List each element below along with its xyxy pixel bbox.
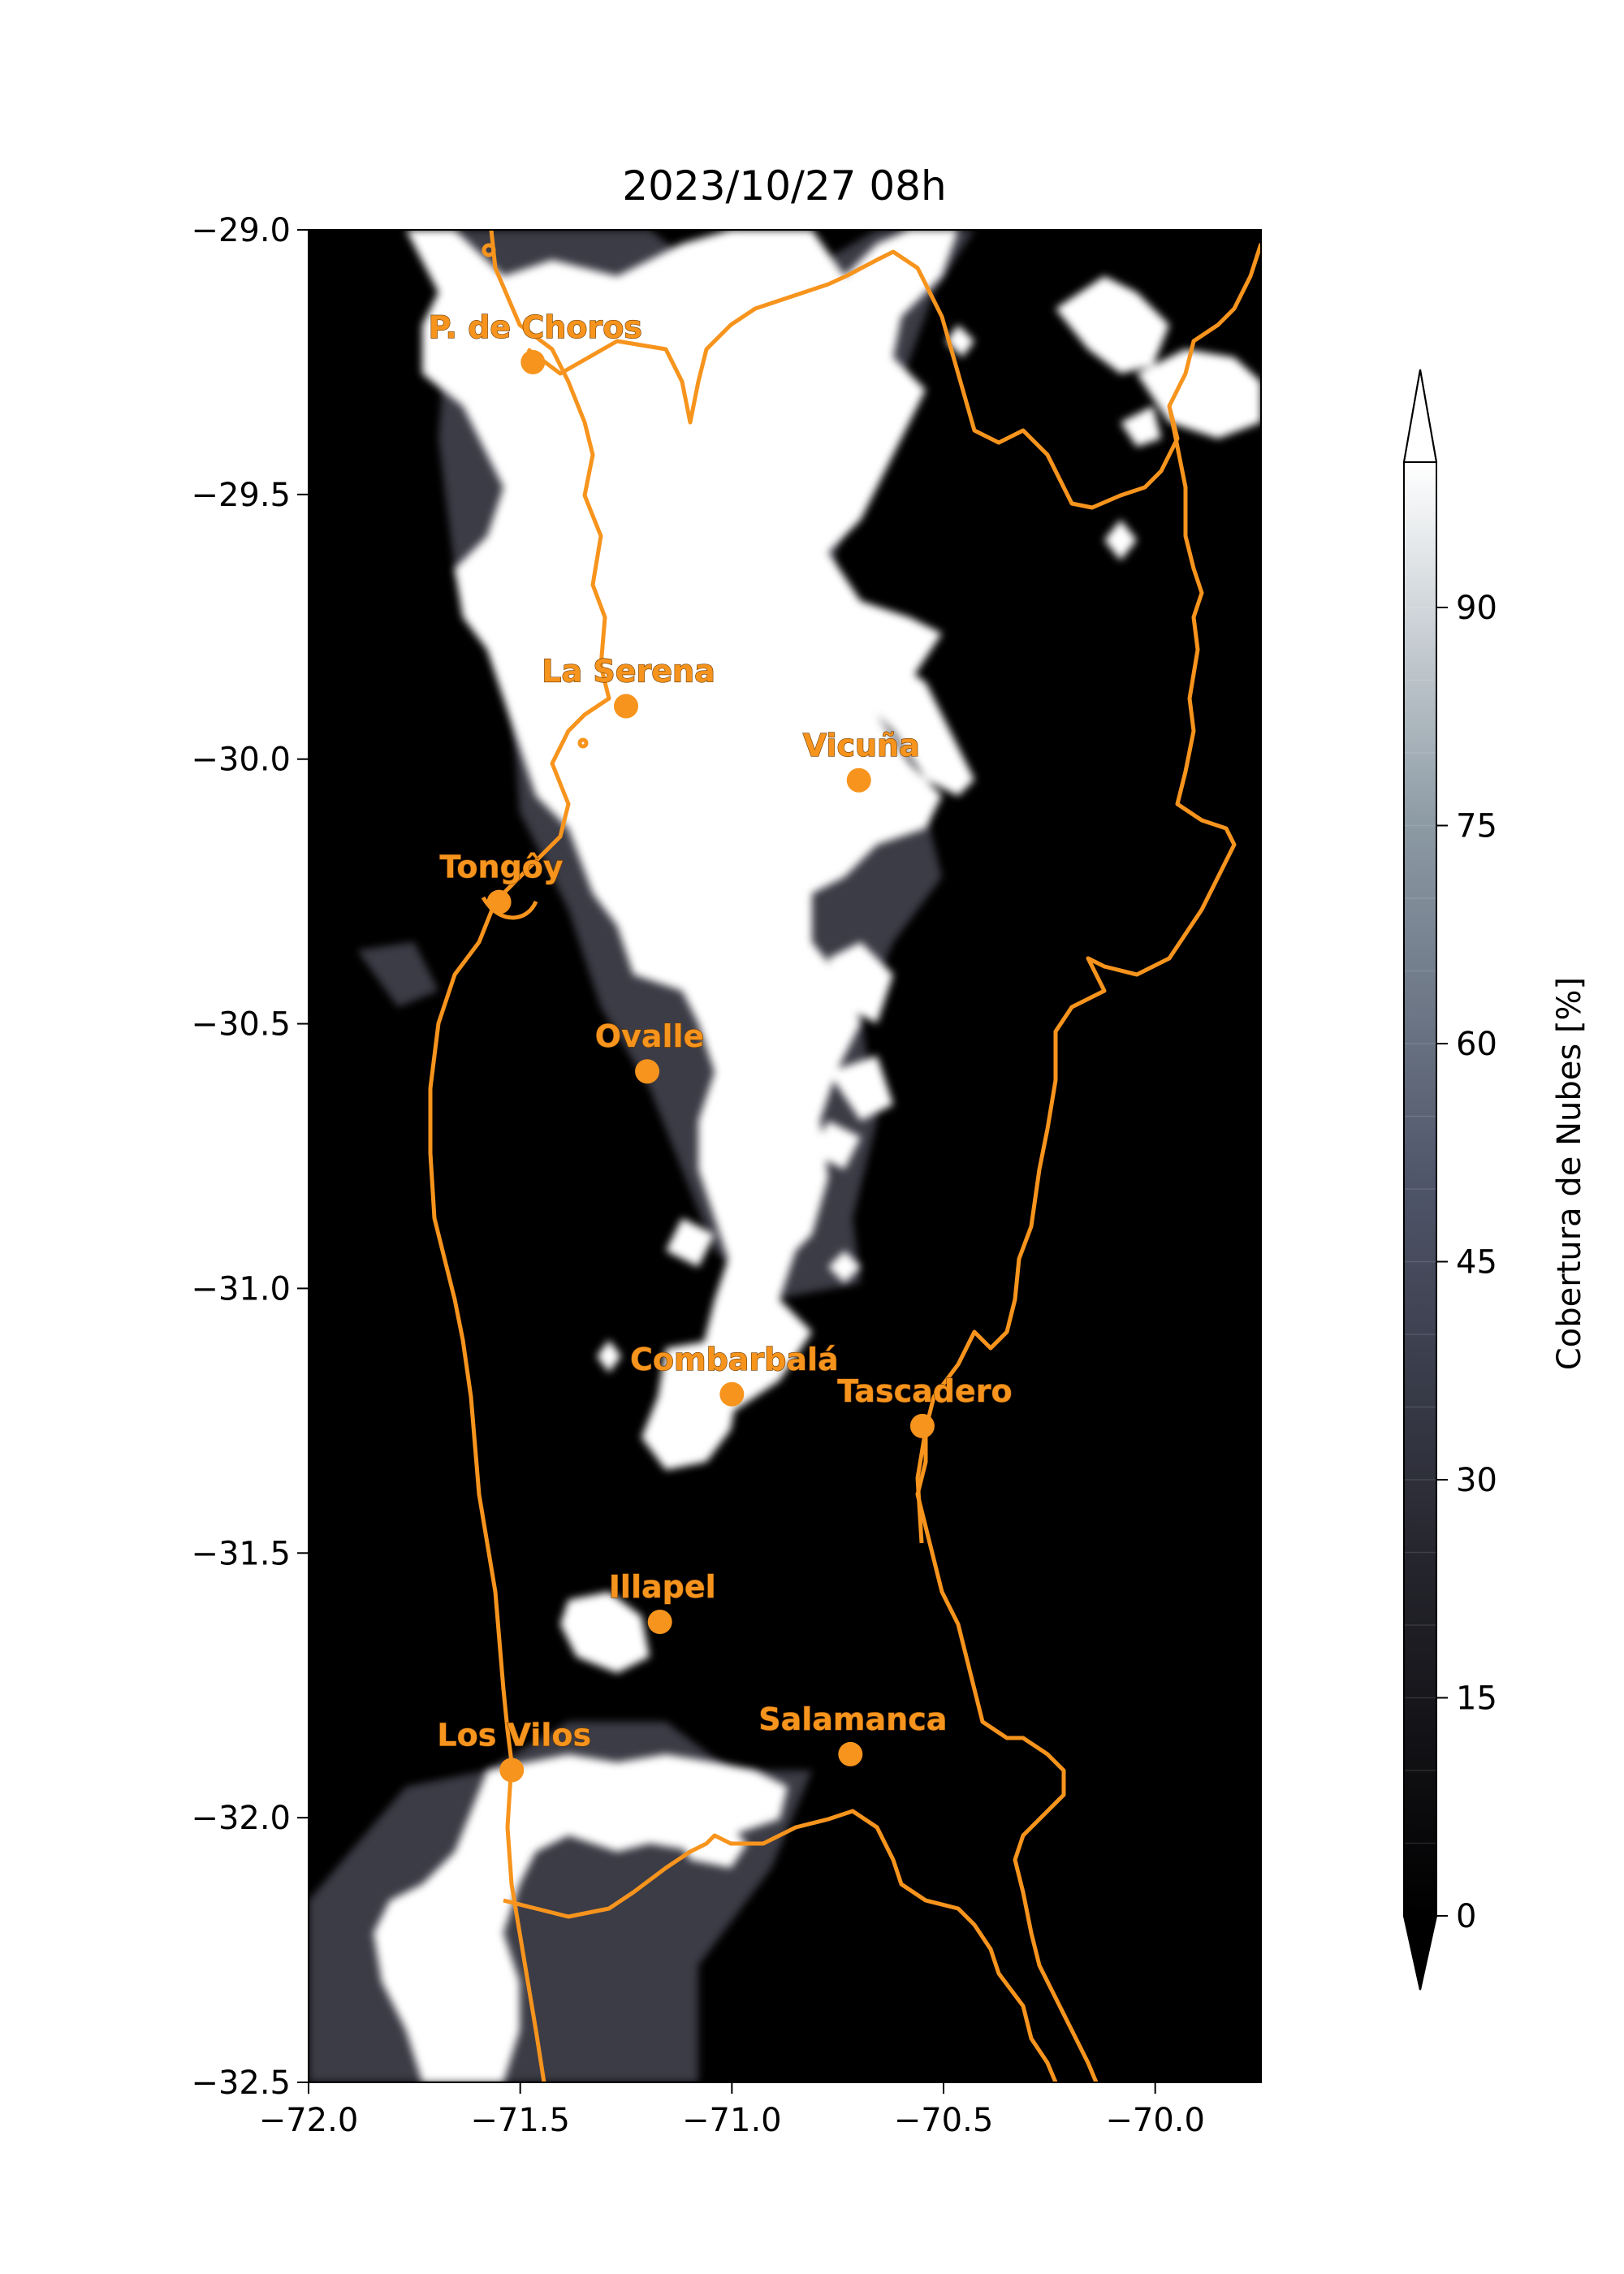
colorbar-tick-label: 75 xyxy=(1456,808,1497,845)
regional-border-tascadero xyxy=(915,1429,928,1544)
colorbar-tick-label: 15 xyxy=(1456,1680,1497,1718)
x-tick-label: −70.5 xyxy=(894,2102,994,2139)
city-label: Combarbalá xyxy=(630,1342,839,1377)
colorbar-ticks: 0 15 30 45 60 75 90 xyxy=(1436,590,1497,1935)
y-tick-label: −29.0 xyxy=(191,212,291,249)
cities-layer: P. de Choros La Serena Vicuña Tongôy Ovalle C… xyxy=(428,309,1013,1783)
international-border-south xyxy=(915,405,1237,2082)
city-marker xyxy=(846,767,871,793)
y-tick-label: −32.5 xyxy=(191,2064,291,2102)
city-label: Los Vilos xyxy=(437,1717,591,1753)
colorbar-tick-label: 90 xyxy=(1456,590,1497,627)
colorbar-tick-label: 0 xyxy=(1456,1898,1476,1935)
x-tick-label: −72.0 xyxy=(259,2102,359,2139)
city-label: Salamanca xyxy=(758,1701,947,1737)
city-marker xyxy=(486,889,512,914)
city-marker xyxy=(614,694,638,719)
y-tick-label: −29.5 xyxy=(191,477,291,514)
colorbar-body xyxy=(1404,462,1436,1916)
city-marker xyxy=(520,349,546,374)
y-tick-label: −31.5 xyxy=(191,1535,291,1572)
coastline xyxy=(428,230,611,2082)
city-marker xyxy=(838,1741,863,1766)
colorbar-label: Cobertura de Nubes [%] xyxy=(1551,977,1588,1370)
city-label: Tascadero xyxy=(837,1373,1012,1409)
map-title: 2023/10/27 08h xyxy=(622,162,946,210)
city-marker xyxy=(909,1413,935,1438)
cloud-cover-field xyxy=(309,230,1261,2082)
regional-border-south xyxy=(503,1809,1058,2082)
plot-area: P. de Choros La Serena Vicuña Tongôy Ovalle C… xyxy=(308,229,1262,2083)
city-label: Tongôy xyxy=(440,850,564,885)
boundaries xyxy=(428,230,1261,2082)
city-label: La Serena xyxy=(542,654,715,690)
city-label: Illapel xyxy=(609,1569,716,1605)
y-axis: −29.0 −29.5 −30.0 −30.5 −31.0 −31.5 −32.0 −32.5 xyxy=(191,212,309,2102)
x-tick-label: −70.0 xyxy=(1105,2102,1205,2139)
colorbar-extend-max xyxy=(1402,369,1438,463)
city-marker xyxy=(635,1059,660,1084)
city-label: P. de Choros xyxy=(429,309,642,345)
city-label: Ovalle xyxy=(595,1018,705,1054)
plot-frame xyxy=(308,229,1262,2083)
y-tick-label: −32.0 xyxy=(191,1800,291,1837)
x-tick-label: −71.5 xyxy=(470,2102,570,2139)
city-marker xyxy=(719,1381,745,1407)
colorbar-tick-label: 45 xyxy=(1456,1244,1497,1282)
x-tick-label: −71.0 xyxy=(682,2102,782,2139)
y-tick-label: −30.5 xyxy=(191,1006,291,1044)
colorbar-tick-label: 60 xyxy=(1456,1026,1497,1063)
y-tick-label: −30.0 xyxy=(191,741,291,779)
colorbar-levels xyxy=(1404,461,1436,1917)
city-marker xyxy=(647,1610,672,1635)
y-tick-label: −31.0 xyxy=(191,1270,291,1308)
colorbar-extend-min xyxy=(1402,1915,1438,1991)
colorbar: 0 15 30 45 60 75 90 Cobertura de Nubes [%] xyxy=(1402,369,1588,1991)
colorbar-tick-label: 30 xyxy=(1456,1462,1497,1499)
city-marker xyxy=(499,1757,525,1783)
islet xyxy=(577,737,589,749)
international-border xyxy=(844,243,1261,510)
city-label: Vicuña xyxy=(803,728,920,763)
islet xyxy=(482,243,496,257)
x-axis: −72.0 −71.5 −71.0 −70.5 −70.0 xyxy=(259,2082,1205,2139)
regional-border-north xyxy=(526,274,848,425)
